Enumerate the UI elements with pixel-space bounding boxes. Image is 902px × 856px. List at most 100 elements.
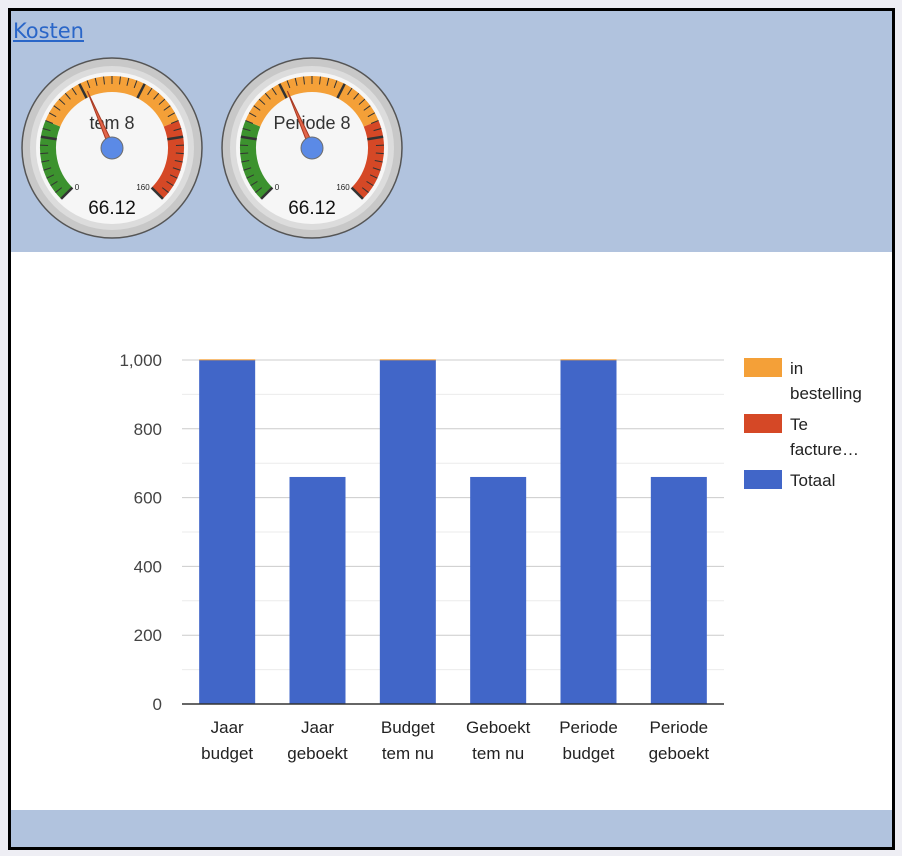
- x-tick-label: budget: [201, 744, 253, 763]
- gauge-tick: [319, 76, 321, 85]
- gauge-tick: [303, 76, 305, 85]
- gauge-tick: [240, 135, 257, 141]
- gauge-tick: [136, 83, 146, 99]
- legend-label: facture…: [790, 440, 859, 459]
- gauge-tick: [363, 105, 371, 111]
- gauge-tick: [175, 152, 184, 155]
- x-tick-label: geboekt: [649, 744, 710, 763]
- gauge-tick: [336, 83, 346, 99]
- x-tick-label: Periode: [559, 718, 618, 737]
- gauge-tick: [150, 186, 164, 200]
- gauge-tick: [370, 119, 379, 124]
- gauge-tick: [373, 127, 382, 132]
- gauge-tick: [374, 159, 383, 163]
- gauge-tick: [161, 187, 169, 193]
- gauge-tick: [326, 77, 330, 86]
- gauge-tem-8: tem 8 0 160 66.12: [21, 57, 203, 239]
- y-tick-label: 1,000: [119, 351, 162, 370]
- gauge-red-band: [351, 120, 384, 199]
- kosten-link[interactable]: Kosten: [13, 19, 84, 43]
- gauge-tick: [133, 80, 138, 89]
- y-tick-label: 200: [134, 626, 162, 645]
- gauge-tick: [367, 112, 376, 118]
- gauge-tick: [173, 127, 182, 132]
- gauge-tick: [40, 135, 57, 141]
- gauge-tick: [166, 181, 174, 187]
- chart-panel: 0 200 400 600 800 1,000 Jaar budget Jaar geboekt B…: [11, 252, 892, 810]
- gauge-red-band: [151, 120, 184, 199]
- gauge-tick: [286, 80, 291, 89]
- legend-label: Totaal: [790, 471, 835, 490]
- gauge-max-label: 160: [336, 183, 350, 192]
- bar-in-bestelling: [199, 359, 256, 361]
- x-tick-label: geboekt: [287, 744, 348, 763]
- y-tick-label: 400: [134, 557, 162, 576]
- gauge-tick: [71, 87, 77, 96]
- gauge-tick: [375, 152, 384, 155]
- gauge-tick: [147, 87, 153, 96]
- gauge-tick: [264, 92, 271, 100]
- gauge-tick: [372, 167, 381, 171]
- gauge-tick: [243, 167, 252, 171]
- gauge-tick: [64, 92, 71, 100]
- y-tick-label: 800: [134, 420, 162, 439]
- y-tick-label: 0: [153, 695, 162, 714]
- gauge-tick: [246, 174, 255, 179]
- gauge-hub: [100, 136, 124, 160]
- x-tick-label: Geboekt: [466, 718, 531, 737]
- gauge-tick: [294, 77, 298, 86]
- x-tick-label: tem nu: [382, 744, 434, 763]
- gauge-tick: [242, 127, 251, 132]
- legend-swatch: [744, 470, 782, 489]
- gauge-tick: [255, 187, 263, 193]
- y-tick-label: 600: [134, 489, 162, 508]
- gauge-tick: [248, 112, 257, 118]
- gauge-orange-band: [245, 76, 379, 127]
- gauge-tick: [78, 83, 88, 99]
- gauge-tick: [350, 186, 364, 200]
- bar-totaal: [470, 476, 527, 704]
- gauge-tick: [50, 181, 58, 187]
- gauge-tick: [42, 127, 51, 132]
- gauge-orange-band: [45, 76, 179, 127]
- gauge-tick: [174, 159, 183, 163]
- gauge-tick: [367, 135, 384, 141]
- x-tick-label: Jaar: [211, 718, 244, 737]
- gauge-tick: [240, 152, 249, 155]
- gauge-tick: [58, 98, 66, 105]
- gauge-tick: [333, 80, 338, 89]
- x-tick-label: budget: [563, 744, 615, 763]
- legend-label: bestelling: [790, 384, 862, 403]
- gauge-tick: [153, 92, 160, 100]
- gauge-value: 66.12: [288, 198, 336, 219]
- gauge-tick: [172, 167, 181, 171]
- gauge-tick: [358, 98, 366, 105]
- gauge-tick: [167, 112, 176, 118]
- stacked-bar-chart: 0 200 400 600 800 1,000 Jaar budget Jaar geboekt B…: [119, 351, 862, 763]
- gauge-tick: [163, 105, 171, 111]
- legend-label: Te: [790, 415, 808, 434]
- legend-swatch: [744, 414, 782, 433]
- bar-totaal: [560, 360, 617, 704]
- gauge-tick: [258, 98, 266, 105]
- gauge-tick: [41, 159, 50, 163]
- bar-totaal: [289, 476, 346, 704]
- gauge-hub: [300, 136, 324, 160]
- gauge-tick: [45, 119, 54, 124]
- x-tick-label: Budget: [381, 718, 435, 737]
- gauge-periode-8: Periode 8 0 160 66.12: [221, 57, 403, 239]
- gauge-tick: [260, 186, 274, 200]
- gauge-value: 66.12: [88, 198, 136, 219]
- gauge-min-label: 0: [75, 183, 80, 192]
- gauge-tick: [55, 187, 63, 193]
- gauge-tick: [158, 98, 166, 105]
- gauge-max-label: 160: [136, 183, 150, 192]
- gauge-tick: [167, 135, 184, 141]
- legend-label: in: [790, 359, 803, 378]
- gauge-tick: [250, 181, 258, 187]
- gauge-tick: [60, 186, 74, 200]
- bar-totaal: [199, 360, 256, 704]
- gauge-tick: [119, 76, 121, 85]
- bar-totaal: [650, 476, 707, 704]
